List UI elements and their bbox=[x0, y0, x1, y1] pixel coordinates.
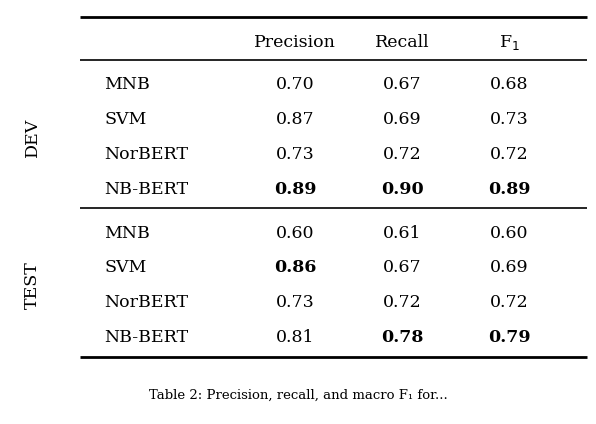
Text: 0.68: 0.68 bbox=[491, 76, 529, 93]
Text: 0.69: 0.69 bbox=[383, 111, 421, 128]
Text: NB-BERT: NB-BERT bbox=[104, 329, 188, 346]
Text: 0.70: 0.70 bbox=[276, 76, 314, 93]
Text: Precision: Precision bbox=[254, 34, 336, 51]
Text: 0.90: 0.90 bbox=[381, 181, 424, 198]
Text: 0.78: 0.78 bbox=[381, 329, 424, 346]
Text: NB-BERT: NB-BERT bbox=[104, 181, 188, 198]
Text: NorBERT: NorBERT bbox=[104, 294, 188, 311]
Text: 0.86: 0.86 bbox=[274, 259, 316, 276]
Text: 0.73: 0.73 bbox=[275, 146, 315, 163]
Text: MNB: MNB bbox=[104, 76, 150, 93]
Text: 0.81: 0.81 bbox=[276, 329, 314, 346]
Text: F$_1$: F$_1$ bbox=[499, 33, 520, 52]
Text: 0.89: 0.89 bbox=[274, 181, 316, 198]
Text: 0.73: 0.73 bbox=[490, 111, 529, 128]
Text: 0.72: 0.72 bbox=[490, 294, 529, 311]
Text: 0.61: 0.61 bbox=[383, 225, 421, 242]
Text: SVM: SVM bbox=[104, 111, 147, 128]
Text: 0.87: 0.87 bbox=[276, 111, 314, 128]
Text: 0.73: 0.73 bbox=[275, 294, 315, 311]
Text: 0.72: 0.72 bbox=[383, 146, 422, 163]
Text: TEST: TEST bbox=[24, 262, 41, 309]
Text: 0.69: 0.69 bbox=[491, 259, 529, 276]
Text: Table 2: Precision, recall, and macro F₁ for...: Table 2: Precision, recall, and macro F₁… bbox=[148, 389, 448, 402]
Text: Recall: Recall bbox=[375, 34, 430, 51]
Text: 0.72: 0.72 bbox=[490, 146, 529, 163]
Text: NorBERT: NorBERT bbox=[104, 146, 188, 163]
Text: 0.72: 0.72 bbox=[383, 294, 422, 311]
Text: 0.79: 0.79 bbox=[488, 329, 531, 346]
Text: 0.89: 0.89 bbox=[488, 181, 531, 198]
Text: 0.60: 0.60 bbox=[276, 225, 314, 242]
Text: MNB: MNB bbox=[104, 225, 150, 242]
Text: SVM: SVM bbox=[104, 259, 147, 276]
Text: 0.67: 0.67 bbox=[383, 259, 421, 276]
Text: 0.67: 0.67 bbox=[383, 76, 421, 93]
Text: DEV: DEV bbox=[24, 117, 41, 156]
Text: 0.60: 0.60 bbox=[491, 225, 529, 242]
